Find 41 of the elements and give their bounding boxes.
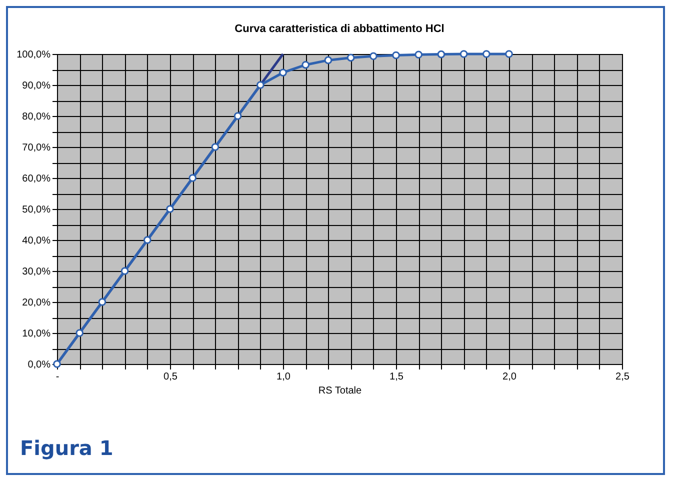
x-tick-label: - [56,372,60,382]
point [256,81,264,89]
point [143,236,152,244]
x-tick-label: 1,5 [390,372,404,382]
x-tick-label: 2,5 [616,372,630,382]
y-tick-label: 40,0% [22,236,51,246]
point [279,68,287,77]
point [414,50,423,59]
y-tick-label: 10,0% [22,328,51,340]
point [234,112,242,120]
point [392,51,400,60]
point [324,56,332,64]
y-tick-label: 20,0% [22,298,51,308]
x-tick-label: 1,0 [276,372,291,382]
point [76,329,84,337]
y-tick-label: 60,0% [22,174,51,184]
point [346,54,355,62]
point [188,174,197,182]
chart-title: Curva caratteristica di abbattimento HCl [234,22,444,35]
point [211,143,220,151]
point [302,60,310,69]
y-tick-label: 0,0% [28,360,51,370]
point [120,267,129,275]
y-tick-label: 80,0% [22,112,51,122]
point [98,298,106,306]
x-tick-label: 2,0 [502,372,517,382]
point [53,360,61,368]
point [460,50,468,58]
point [369,52,378,60]
y-tick-label: 50,0% [22,204,51,216]
y-tick-label: 100,0% [16,50,51,60]
text: Figura 1 [20,436,114,460]
point [166,205,174,213]
point [482,50,490,58]
point [505,50,513,58]
y-tick-label: 70,0% [22,142,51,154]
y-tick-label: 30,0% [22,266,51,278]
y-tick-label: 90,0% [22,80,51,92]
x-axis-title: RS Totale [318,386,362,396]
x-tick-label: 0,5 [164,372,178,382]
point [437,50,446,58]
